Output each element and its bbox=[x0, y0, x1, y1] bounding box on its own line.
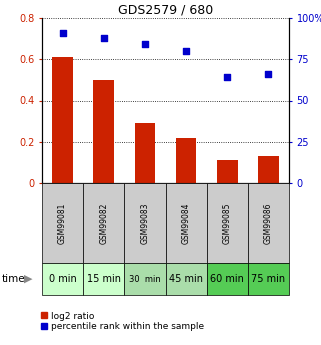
Bar bbox=[42, 263, 83, 295]
Bar bbox=[124, 263, 166, 295]
Bar bbox=[83, 183, 124, 263]
Bar bbox=[83, 263, 124, 295]
Bar bbox=[217, 160, 238, 183]
Bar bbox=[124, 183, 166, 263]
Point bbox=[184, 48, 189, 54]
Legend: log2 ratio, percentile rank within the sample: log2 ratio, percentile rank within the s… bbox=[40, 312, 204, 331]
Text: GSM99085: GSM99085 bbox=[223, 202, 232, 244]
Point bbox=[266, 71, 271, 77]
Bar bbox=[207, 183, 248, 263]
Bar bbox=[258, 156, 279, 183]
Text: 60 min: 60 min bbox=[210, 274, 244, 284]
Text: GSM99083: GSM99083 bbox=[140, 202, 149, 244]
Text: 15 min: 15 min bbox=[87, 274, 121, 284]
Point bbox=[101, 35, 106, 41]
Text: ▶: ▶ bbox=[24, 274, 32, 284]
Text: 45 min: 45 min bbox=[169, 274, 203, 284]
Text: GSM99086: GSM99086 bbox=[264, 202, 273, 244]
Point bbox=[60, 30, 65, 36]
Bar bbox=[42, 183, 83, 263]
Bar bbox=[93, 80, 114, 183]
Bar bbox=[166, 183, 207, 263]
Text: 0 min: 0 min bbox=[49, 274, 76, 284]
Point bbox=[225, 75, 230, 80]
Text: GSM99081: GSM99081 bbox=[58, 202, 67, 244]
Bar bbox=[166, 263, 207, 295]
Bar bbox=[134, 123, 155, 183]
Text: GSM99082: GSM99082 bbox=[99, 202, 108, 244]
Text: 75 min: 75 min bbox=[251, 274, 285, 284]
Text: 30  min: 30 min bbox=[129, 275, 161, 284]
Point bbox=[142, 42, 147, 47]
Bar bbox=[52, 57, 73, 183]
Title: GDS2579 / 680: GDS2579 / 680 bbox=[118, 4, 213, 17]
Bar bbox=[248, 183, 289, 263]
Bar bbox=[176, 138, 196, 183]
Bar bbox=[207, 263, 248, 295]
Bar bbox=[248, 263, 289, 295]
Text: time: time bbox=[2, 274, 25, 284]
Text: GSM99084: GSM99084 bbox=[182, 202, 191, 244]
